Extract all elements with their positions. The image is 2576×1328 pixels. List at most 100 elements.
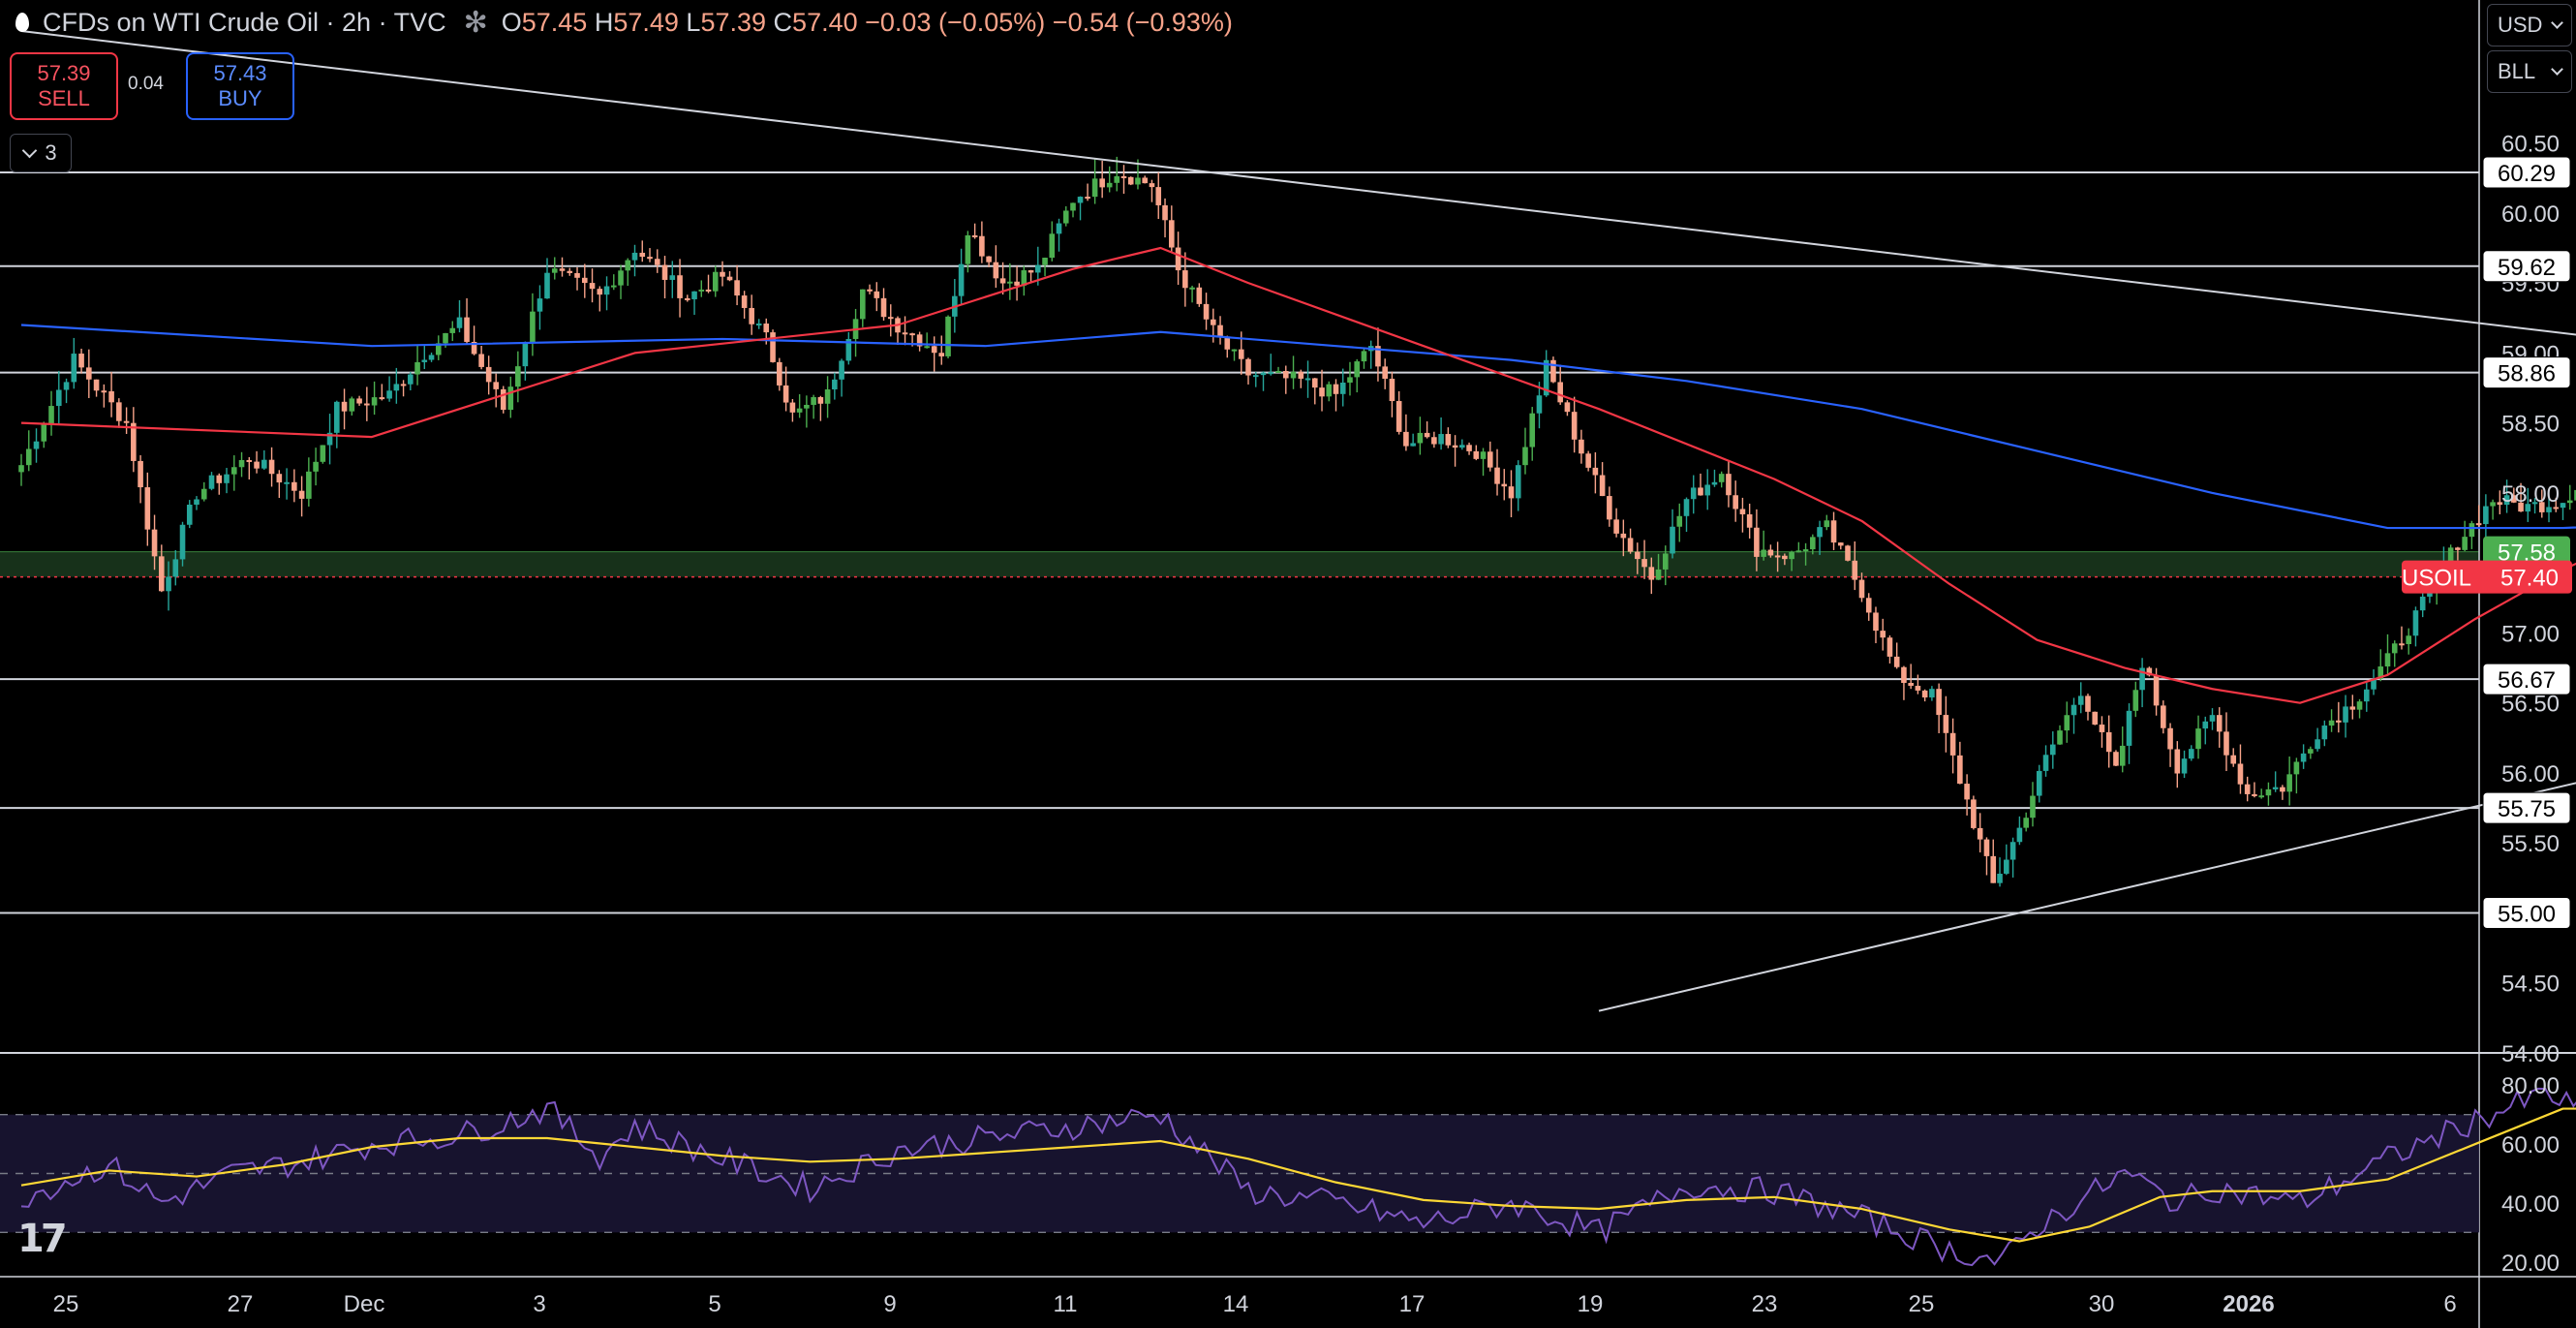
time-tick-label: 11 xyxy=(1054,1291,1078,1317)
chevron-down-icon xyxy=(2551,15,2563,29)
candle-body xyxy=(1361,351,1367,362)
indicators-count: 3 xyxy=(45,140,57,165)
candle-body xyxy=(41,424,47,442)
candle-body xyxy=(194,499,199,506)
candle-body xyxy=(1964,784,1970,800)
candle-body xyxy=(1662,553,1669,570)
candle-body xyxy=(2153,675,2160,706)
candle-body xyxy=(1268,372,1274,375)
unit-label: BLL xyxy=(2498,59,2536,83)
candle-body xyxy=(880,297,887,318)
candle-body xyxy=(2475,523,2482,526)
candle-body xyxy=(1056,223,1062,234)
candle-body xyxy=(2146,667,2153,676)
candle-body xyxy=(1522,447,1528,466)
candle-body xyxy=(1389,379,1395,402)
candle-body xyxy=(559,268,566,271)
candle-body xyxy=(261,459,267,469)
indicators-toggle[interactable]: 3 xyxy=(10,134,72,172)
currency-select[interactable]: USD xyxy=(2487,4,2572,46)
candle-body xyxy=(1579,439,1584,454)
symbol-title[interactable]: CFDs on WTI Crude Oil · 2h · TVC xyxy=(43,7,446,37)
candle-body xyxy=(364,403,370,406)
candle-body xyxy=(2286,774,2292,792)
candle-body xyxy=(581,277,588,284)
candle-body xyxy=(938,353,945,356)
candle-body xyxy=(1943,715,1949,733)
candle-body xyxy=(712,271,719,292)
candle-body xyxy=(770,332,776,362)
candle-body xyxy=(1837,542,1844,546)
candle-body xyxy=(631,252,638,261)
candle-body xyxy=(1880,631,1886,638)
slow-ma-line xyxy=(20,324,2576,530)
candle-body xyxy=(597,289,603,295)
sell-button[interactable]: 57.39 SELL xyxy=(10,52,118,120)
candle-body xyxy=(804,404,810,409)
candle-body xyxy=(1774,555,1781,558)
candle-body xyxy=(2328,720,2335,726)
candle-body xyxy=(1971,799,1977,828)
candle-body xyxy=(811,397,816,405)
candle-body xyxy=(2244,784,2251,794)
candle-body xyxy=(1431,437,1437,445)
candle-body xyxy=(1761,549,1766,557)
high-value: 57.49 xyxy=(613,7,679,37)
candle-body xyxy=(1231,349,1238,352)
candle-body xyxy=(705,289,712,292)
candle-body xyxy=(2574,489,2576,501)
candle-body xyxy=(720,271,725,277)
candle-body xyxy=(1886,637,1893,657)
candle-body xyxy=(2064,715,2070,731)
candle-body xyxy=(1438,434,1444,445)
candle-body xyxy=(493,382,500,389)
time-tick-label: Dec xyxy=(344,1291,385,1317)
candle-body xyxy=(986,256,992,263)
candle-body xyxy=(1557,382,1563,403)
candle-body xyxy=(123,420,130,423)
level-label-box xyxy=(2482,156,2571,189)
candle-body xyxy=(1319,387,1325,397)
candle-body xyxy=(2167,727,2173,750)
candle-body xyxy=(530,311,536,344)
candle-body xyxy=(356,398,362,404)
candle-body xyxy=(1120,175,1127,178)
price-tick-label: 56.00 xyxy=(2501,761,2560,788)
candle-body xyxy=(2016,827,2023,843)
settings-icon[interactable]: ✻ xyxy=(463,6,488,39)
time-tick-label: 14 xyxy=(1223,1291,1249,1317)
candle-body xyxy=(1114,175,1120,183)
candle-body xyxy=(341,401,348,412)
oil-drop-icon xyxy=(15,13,29,32)
candle-body xyxy=(1298,371,1304,379)
candle-body xyxy=(1893,656,1900,667)
candle-body xyxy=(200,488,207,500)
candle-body xyxy=(291,481,297,491)
candle-body xyxy=(1445,434,1452,446)
candle-body xyxy=(2280,787,2285,792)
candle-body xyxy=(2132,690,2139,711)
candle-body xyxy=(1007,281,1013,284)
candle-body xyxy=(1599,475,1606,497)
candle-body xyxy=(1333,384,1339,394)
candle-body xyxy=(698,289,705,292)
candle-body xyxy=(661,264,668,280)
candle-body xyxy=(749,307,754,324)
candle-body xyxy=(2113,752,2119,766)
candle-body xyxy=(1135,177,1141,185)
candle-body xyxy=(2202,721,2209,729)
change-value-2: −0.54 (−0.93%) xyxy=(1052,7,1233,37)
candle-body xyxy=(2188,749,2194,759)
unit-select[interactable]: BLL xyxy=(2487,50,2572,93)
candle-body xyxy=(2293,761,2300,775)
candle-body xyxy=(1983,839,1990,856)
candle-body xyxy=(1949,732,1956,756)
candle-body xyxy=(603,286,610,295)
candle-body xyxy=(2085,695,2091,712)
candle-body xyxy=(1957,755,1963,785)
price-tick-label: 56.50 xyxy=(2501,692,2560,718)
buy-button[interactable]: 57.43 BUY xyxy=(186,52,294,120)
candle-body xyxy=(1424,432,1430,438)
candle-body xyxy=(101,390,107,393)
